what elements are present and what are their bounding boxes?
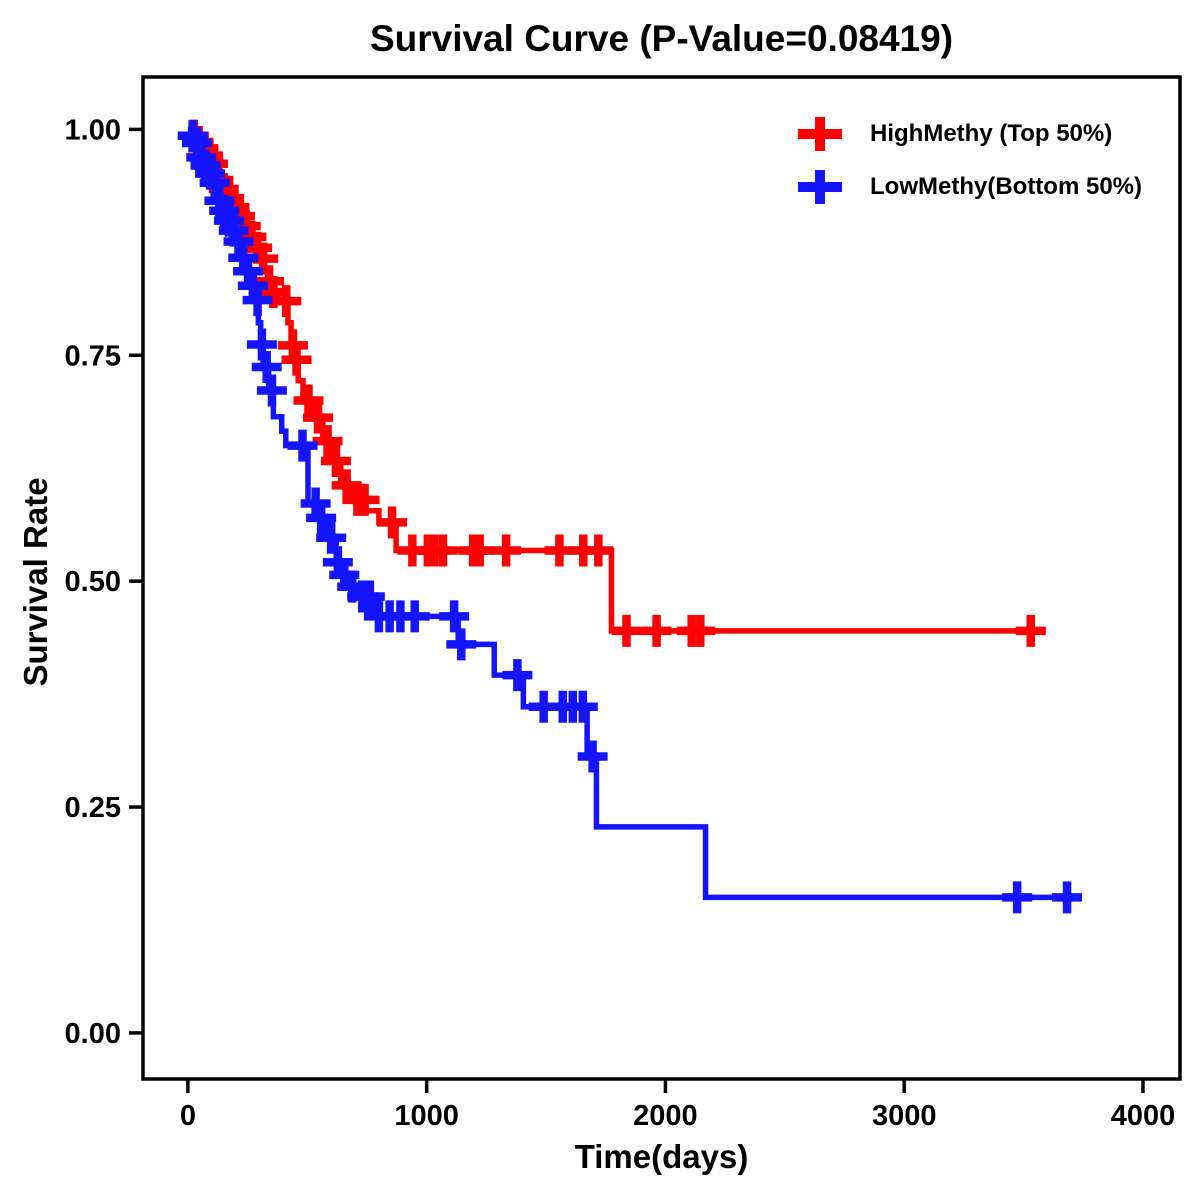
x-tick-label: 3000: [872, 1100, 937, 1132]
blue-plus-censor-icon: [798, 170, 842, 204]
legend-label-highmethy: HighMethy (Top 50%): [870, 120, 1113, 147]
y-tick-label: 0.75: [65, 340, 121, 372]
y-tick-label: 0.50: [65, 566, 121, 598]
x-tick-label: 2000: [633, 1100, 698, 1132]
y-tick-label: 0.25: [65, 792, 121, 824]
y-tick-label: 0.00: [65, 1018, 121, 1050]
plot-border: [141, 75, 1182, 1081]
y-tick-label: 1.00: [65, 114, 121, 146]
red-plus-censor-icon: [798, 117, 842, 151]
chart-title: Survival Curve (P-Value=0.08419): [369, 18, 954, 59]
x-tick-label: 1000: [394, 1100, 459, 1132]
x-tick-label: 0: [180, 1100, 196, 1132]
x-tick-label: 4000: [1111, 1100, 1176, 1132]
legend-item-lowmethy: LowMethy(Bottom 50%): [796, 167, 1142, 207]
legend-item-highmethy: HighMethy (Top 50%): [796, 114, 1142, 154]
legend-label-lowmethy: LowMethy(Bottom 50%): [870, 173, 1142, 200]
x-axis-title: Time(days): [574, 1138, 749, 1175]
legend: HighMethy (Top 50%) LowMethy(Bottom 50%): [796, 114, 1142, 207]
